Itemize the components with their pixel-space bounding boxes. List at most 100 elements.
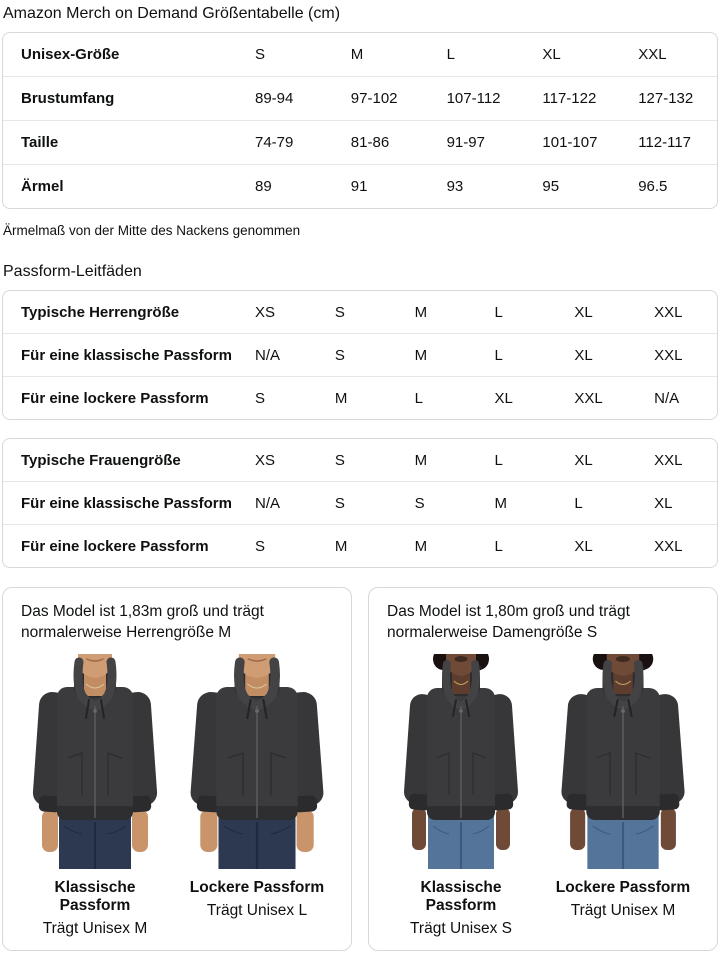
table-cell: 81-86 <box>350 134 390 151</box>
table-row-typical-women: Typische Frauengröße XS S M L XL XXL <box>3 439 717 481</box>
size-column-header: XXL <box>638 46 667 63</box>
table-cell: M <box>414 451 428 469</box>
unisex-size-table: Unisex-Größe S M L XL XXL Brustumfang 89… <box>2 32 718 209</box>
sleeve-measure-note: Ärmelmaß von der Mitte des Nackens genom… <box>3 223 301 238</box>
table-cell: M <box>414 346 428 364</box>
table-cell: L <box>574 494 583 512</box>
table-cell: XL <box>574 346 593 364</box>
table-cell: 91 <box>350 178 368 195</box>
table-cell: S <box>255 537 266 555</box>
row-label: Typische Herrengröße <box>21 303 180 321</box>
table-cell: S <box>255 389 266 407</box>
table-cell: 91-97 <box>446 134 485 151</box>
size-table-header-label: Unisex-Größe <box>21 46 120 63</box>
page-title: Amazon Merch on Demand Größentabelle (cm… <box>3 5 341 22</box>
table-cell: S <box>334 346 345 364</box>
women-fit-table: Typische Frauengröße XS S M L XL XXL Für… <box>2 438 718 568</box>
table-cell: 127-132 <box>638 90 694 107</box>
table-cell: L <box>494 451 503 469</box>
table-cell: 93 <box>446 178 464 195</box>
model-photo-male-loose-fit <box>182 654 332 869</box>
table-cell: 74-79 <box>255 134 294 151</box>
table-cell: M <box>494 494 508 512</box>
table-cell: L <box>494 303 503 321</box>
table-row-loose-fit: Für eine lockere Passform S M M L XL XXL <box>3 524 717 567</box>
row-label: Ärmel <box>21 178 64 195</box>
table-cell: 95 <box>542 178 560 195</box>
model-cards: Das Model ist 1,83m groß und trägt norma… <box>2 587 718 951</box>
model-figure-classic: Klassische Passform Trägt Unisex S <box>386 654 536 938</box>
fit-label: Klassische Passform <box>420 879 502 914</box>
row-label: Typische Frauengröße <box>21 451 181 469</box>
table-cell: M <box>414 303 428 321</box>
photo-caption: Klassische Passform Trägt Unisex M <box>20 879 170 938</box>
table-cell: 97-102 <box>350 90 398 107</box>
table-cell: 112-117 <box>638 134 692 151</box>
size-column-header: L <box>446 46 455 63</box>
worn-size-label: Trägt Unisex L <box>206 902 308 919</box>
table-cell: XS <box>255 303 276 321</box>
table-row-waist: Taille 74-79 81-86 91-97 101-107 112-117 <box>3 120 717 164</box>
worn-size-label: Trägt Unisex M <box>42 920 148 937</box>
table-cell: L <box>494 346 503 364</box>
row-label: Für eine klassische Passform <box>21 494 232 512</box>
size-column-header: S <box>255 46 266 63</box>
table-cell: 96.5 <box>638 178 668 195</box>
row-label: Für eine klassische Passform <box>21 346 232 364</box>
table-cell: L <box>494 537 503 555</box>
table-cell: XXL <box>654 537 683 555</box>
photo-caption: Klassische Passform Trägt Unisex S <box>386 879 536 938</box>
model-figure-classic: Klassische Passform Trägt Unisex M <box>20 654 170 938</box>
model-photos: Klassische Passform Trägt Unisex S Locke… <box>386 654 700 938</box>
table-cell: M <box>414 537 428 555</box>
model-photo-male-classic-fit <box>20 654 170 869</box>
fit-label: Klassische Passform <box>54 879 136 914</box>
table-cell: S <box>334 451 345 469</box>
model-photos: Klassische Passform Trägt Unisex M Locke… <box>20 654 334 938</box>
table-row-chest: Brustumfang 89-94 97-102 107-112 117-122… <box>3 76 717 120</box>
model-figure-loose: Lockere Passform Trägt Unisex L <box>182 654 332 938</box>
row-label: Für eine lockere Passform <box>21 389 209 407</box>
table-cell: 117-122 <box>542 90 597 107</box>
row-label: Taille <box>21 134 59 151</box>
photo-caption: Lockere Passform Trägt Unisex L <box>182 879 332 920</box>
table-cell: S <box>334 303 345 321</box>
fit-label: Lockere Passform <box>555 879 691 896</box>
table-cell: XL <box>494 389 513 407</box>
worn-size-label: Trägt Unisex S <box>410 920 512 937</box>
model-card-women: Das Model ist 1,80m groß und trägt norma… <box>368 587 718 951</box>
model-card-men: Das Model ist 1,83m groß und trägt norma… <box>2 587 352 951</box>
row-label: Brustumfang <box>21 90 115 107</box>
row-label: Für eine lockere Passform <box>21 537 209 555</box>
table-cell: L <box>414 389 423 407</box>
table-header-row: Unisex-Größe S M L XL XXL <box>3 33 717 76</box>
table-cell: S <box>414 494 425 512</box>
table-cell: XS <box>255 451 276 469</box>
fit-label: Lockere Passform <box>189 879 325 896</box>
table-cell: M <box>334 537 348 555</box>
model-photo-female-classic-fit <box>386 654 536 869</box>
table-cell: N/A <box>654 389 680 407</box>
table-cell: N/A <box>255 494 281 512</box>
table-cell: XXL <box>654 451 683 469</box>
table-cell: 107-112 <box>446 90 501 107</box>
table-cell: M <box>334 389 348 407</box>
table-row-loose-fit: Für eine lockere Passform S M L XL XXL N… <box>3 376 717 419</box>
worn-size-label: Trägt Unisex M <box>570 902 676 919</box>
model-photo-female-loose-fit <box>548 654 698 869</box>
model-description: Das Model ist 1,80m groß und trägt norma… <box>387 603 630 641</box>
table-cell: XL <box>574 537 593 555</box>
table-cell: 101-107 <box>542 134 598 151</box>
fit-guides-title: Passform-Leitfäden <box>3 263 142 280</box>
model-figure-loose: Lockere Passform Trägt Unisex M <box>548 654 698 938</box>
table-cell: 89 <box>255 178 272 195</box>
table-cell: XXL <box>654 303 683 321</box>
table-cell: XXL <box>574 389 603 407</box>
table-cell: XL <box>574 451 593 469</box>
men-fit-table: Typische Herrengröße XS S M L XL XXL Für… <box>2 290 718 420</box>
table-cell: 89-94 <box>255 90 294 107</box>
table-cell: XL <box>574 303 593 321</box>
table-row-classic-fit: Für eine klassische Passform N/A S M L X… <box>3 333 717 376</box>
photo-caption: Lockere Passform Trägt Unisex M <box>548 879 698 920</box>
